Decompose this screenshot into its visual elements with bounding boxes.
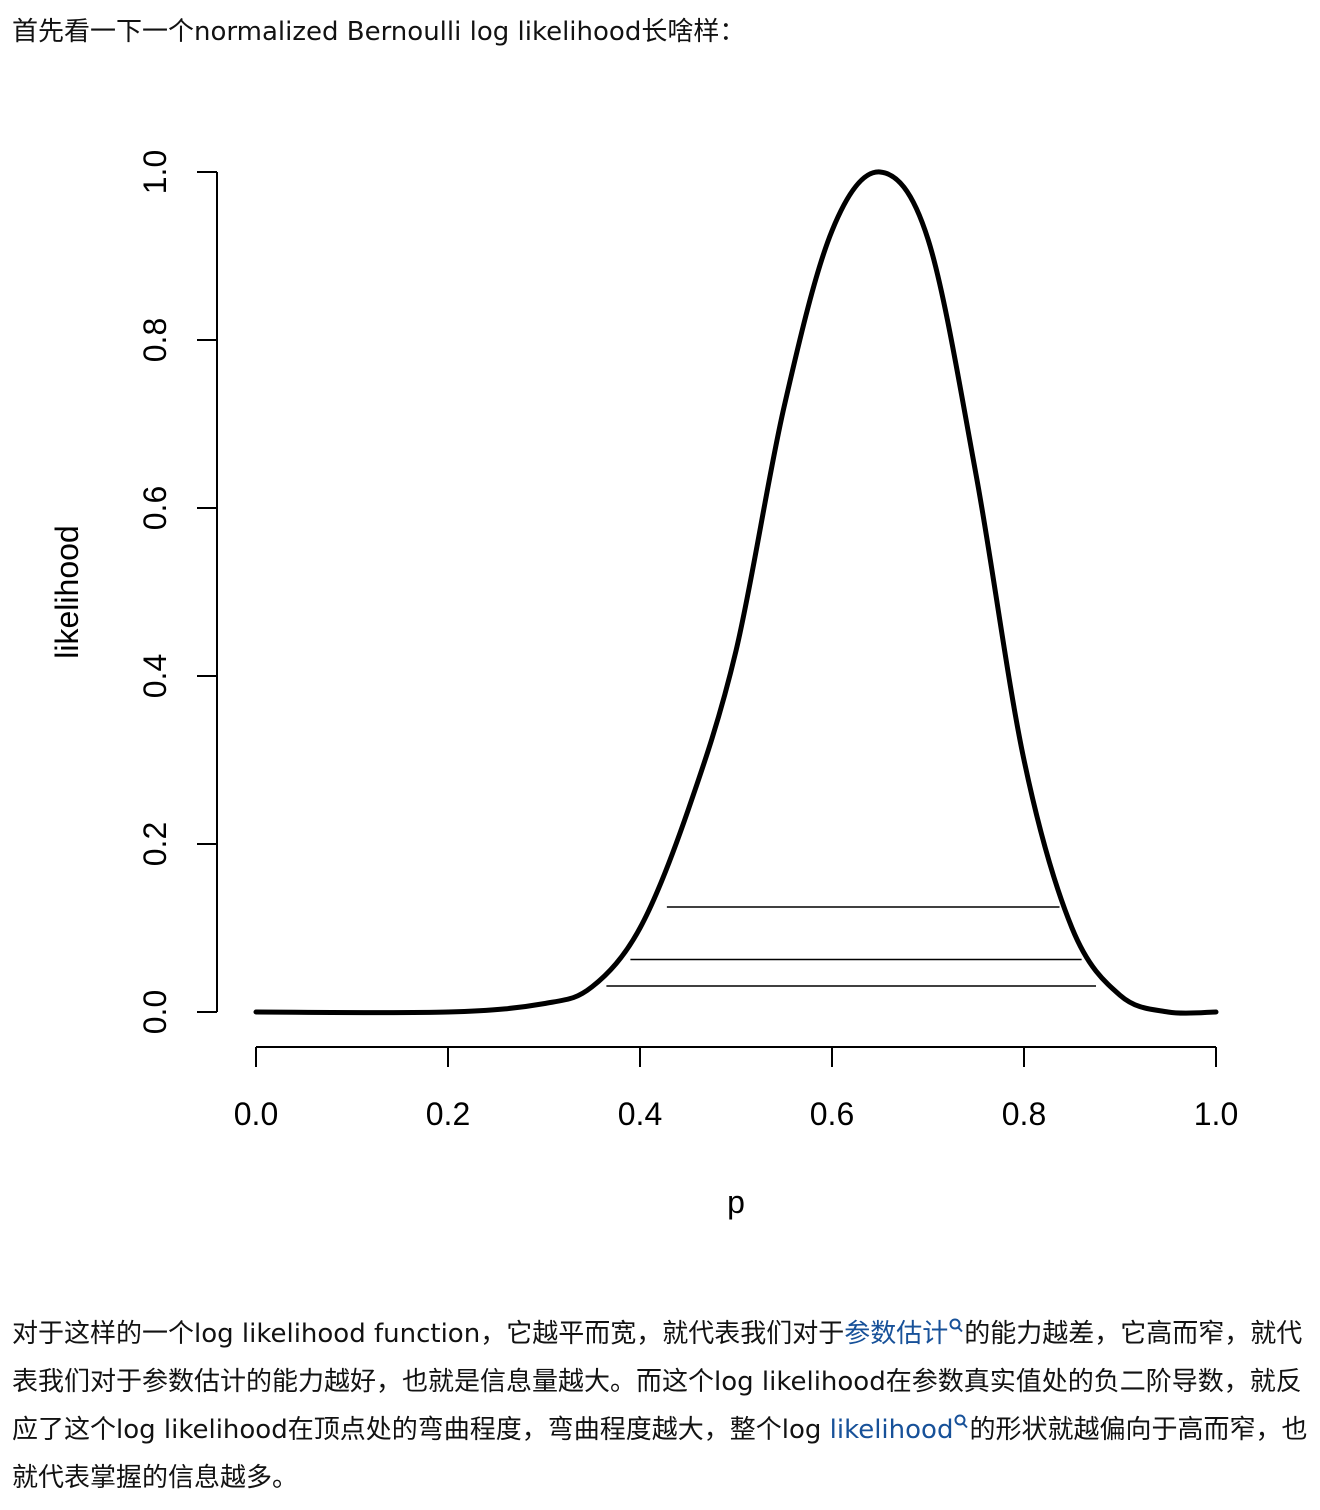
intro-text: 首先看一下一个normalized Bernoulli log likeliho… <box>12 17 746 47</box>
parameter-estimation-link[interactable]: 参数估计 <box>844 1319 949 1349</box>
series <box>253 169 1219 1016</box>
y-tick-label: 0.4 <box>137 654 173 698</box>
y-tick-label: 0.8 <box>137 318 173 362</box>
y-tick-label: 0.2 <box>137 822 173 866</box>
x-tick-label: 0.8 <box>1002 1096 1046 1132</box>
y-tick-label: 0.0 <box>137 990 173 1034</box>
likelihood-chart: 0.0 0.2 0.4 0.6 0.8 1.0 0.0 0.2 0.4 0.6 0.8 1.0 p l… <box>49 150 1238 1220</box>
likelihood-figure: 0.0 0.2 0.4 0.6 0.8 1.0 0.0 0.2 0.4 0.6 0.8 1.0 p l… <box>0 80 1320 1280</box>
search-icon[interactable] <box>953 1414 969 1432</box>
x-tick-label: 0.4 <box>618 1096 662 1132</box>
likelihood-curve <box>253 169 1219 1016</box>
x-tick-label: 0.2 <box>426 1096 470 1132</box>
explanation-text: 对于这样的一个log likelihood function，它越平而宽，就代表… <box>12 1310 1312 1502</box>
y-tick-label: 1.0 <box>137 150 173 194</box>
x-tick-label: 0.6 <box>810 1096 854 1132</box>
x-axis-label: p <box>727 1184 745 1220</box>
axes: 0.0 0.2 0.4 0.6 0.8 1.0 0.0 0.2 0.4 0.6 0.8 1.0 <box>137 150 1238 1132</box>
threshold-lines <box>606 906 1096 987</box>
explanation-part-1: 对于这样的一个log likelihood function，它越平而宽，就代表… <box>12 1319 845 1349</box>
y-tick-label: 0.6 <box>137 486 173 530</box>
explanation-part-3: 的形状就越偏向于高而窄，也就代表掌握的信息越多。 <box>12 1415 1308 1493</box>
search-icon[interactable] <box>948 1318 964 1336</box>
x-tick-label: 0.0 <box>234 1096 278 1132</box>
likelihood-link[interactable]: likelihood <box>829 1415 954 1445</box>
explanation-part-2: 的能力越差，它高而窄，就代表我们对于参数估计的能力越好，也就是信息量越大。而这个… <box>12 1319 1303 1445</box>
x-tick-label: 1.0 <box>1194 1096 1238 1132</box>
y-axis-label: likelihood <box>49 525 85 658</box>
